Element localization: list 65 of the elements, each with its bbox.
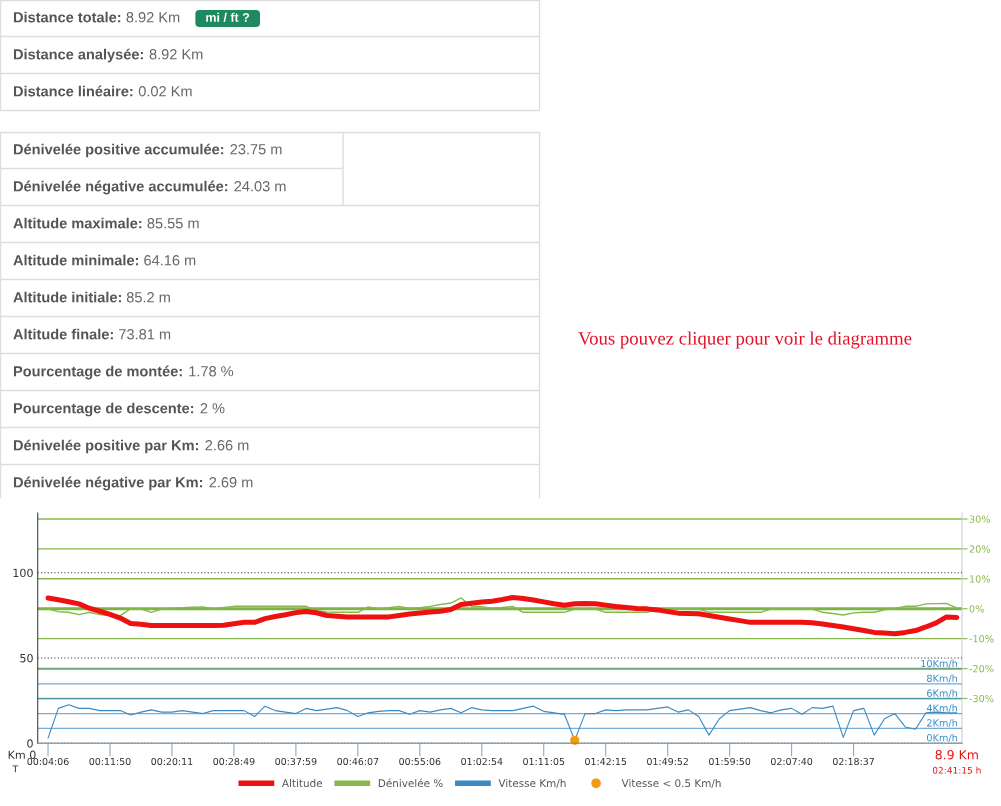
text: Altitude minimale: (13, 254, 138, 266)
x-tick-label: 01:42:15 (585, 757, 627, 766)
text: 73.81 m (119, 329, 171, 340)
x-tick-label: 00:28:49 (213, 757, 255, 766)
x-tick-label: 00:20:11 (151, 757, 193, 766)
y2-tick-label: 10% (970, 575, 991, 583)
text: Distance analysée: (13, 48, 143, 63)
text: 2.69 m (209, 477, 253, 488)
legend-label: Vitesse < 0.5 Km/h (621, 779, 721, 788)
text: 24.03 m (234, 181, 286, 192)
y3-tick-label: 0Km/h (927, 733, 958, 743)
text: Dénivelée positive accumulée: (13, 143, 224, 158)
text: mi / ft ? (206, 12, 250, 22)
text: 23.75 m (230, 144, 282, 155)
text: Distance linéaire: (13, 85, 133, 97)
text: Pourcentage de descente: (13, 402, 194, 417)
y2-tick-label: -30% (969, 694, 994, 703)
x-tick-label: 02:18:37 (832, 757, 874, 766)
text: 8.92 Km (126, 12, 180, 23)
y3-tick-label: 10Km/h (921, 659, 958, 668)
y3-tick-label: 8Km/h (927, 674, 958, 683)
text: Vous pouvez cliquer pour voir le diagramme (578, 331, 912, 349)
text: 02:41:15 h (932, 766, 981, 774)
text: 64.16 m (144, 255, 196, 266)
y3-tick-label: 2Km/h (927, 719, 958, 728)
text: Dénivelée positive par Km: (13, 439, 199, 454)
y3-tick-label: 4Km/h (926, 704, 958, 713)
x-tick-label: 00:37:59 (275, 757, 317, 766)
x-tick-label: 01:49:52 (647, 757, 688, 766)
text: Distance totale: (13, 11, 121, 23)
x-tick-label: 00:46:07 (337, 757, 379, 766)
text: 0.02 Km (138, 86, 192, 97)
y2-tick-label: 20% (969, 545, 991, 553)
text: 1.78 % (189, 366, 234, 377)
text: Dénivelée négative par Km: (13, 476, 203, 491)
legend-label: Altitude (281, 779, 323, 788)
text: 85.55 m (147, 218, 199, 229)
y-tick-label: 0 (27, 739, 33, 748)
text: Dénivelée négative accumulée: (13, 180, 228, 195)
text: 85.2 m (126, 292, 170, 303)
text: Altitude maximale: (13, 217, 142, 229)
x-tick-label: 01:11:05 (523, 757, 565, 766)
text: T (12, 765, 19, 773)
y-tick-label: 50 (20, 653, 33, 663)
y2-tick-label: -20% (969, 665, 994, 673)
x-tick-label: 00:55:06 (399, 757, 441, 766)
legend-label: Dénivelée % (378, 778, 443, 788)
x-tick-label: 02:07:40 (771, 757, 813, 766)
legend-label: Vitesse Km/h (498, 779, 566, 788)
y2-tick-label: -10% (969, 635, 994, 643)
x-tick-label: 00:04:06 (27, 757, 69, 766)
text: 8.9 Km (935, 749, 978, 760)
text: 2.66 m (205, 440, 249, 451)
text: Altitude initiale: (13, 291, 121, 303)
y2-tick-label: 30% (969, 515, 991, 523)
text: Pourcentage de montée: (13, 365, 182, 380)
y-tick-label: 100 (13, 568, 33, 578)
x-tick-label: 01:59:50 (709, 757, 751, 766)
x-tick-label: 00:11:50 (89, 757, 131, 766)
text: 8.92 Km (149, 49, 203, 60)
y3-tick-label: 6Km/h (927, 689, 958, 698)
text: 2 % (200, 403, 225, 414)
y2-tick-label: 0% (969, 605, 984, 613)
x-tick-label: 01:02:54 (461, 757, 503, 766)
text: Altitude finale: (13, 328, 113, 340)
